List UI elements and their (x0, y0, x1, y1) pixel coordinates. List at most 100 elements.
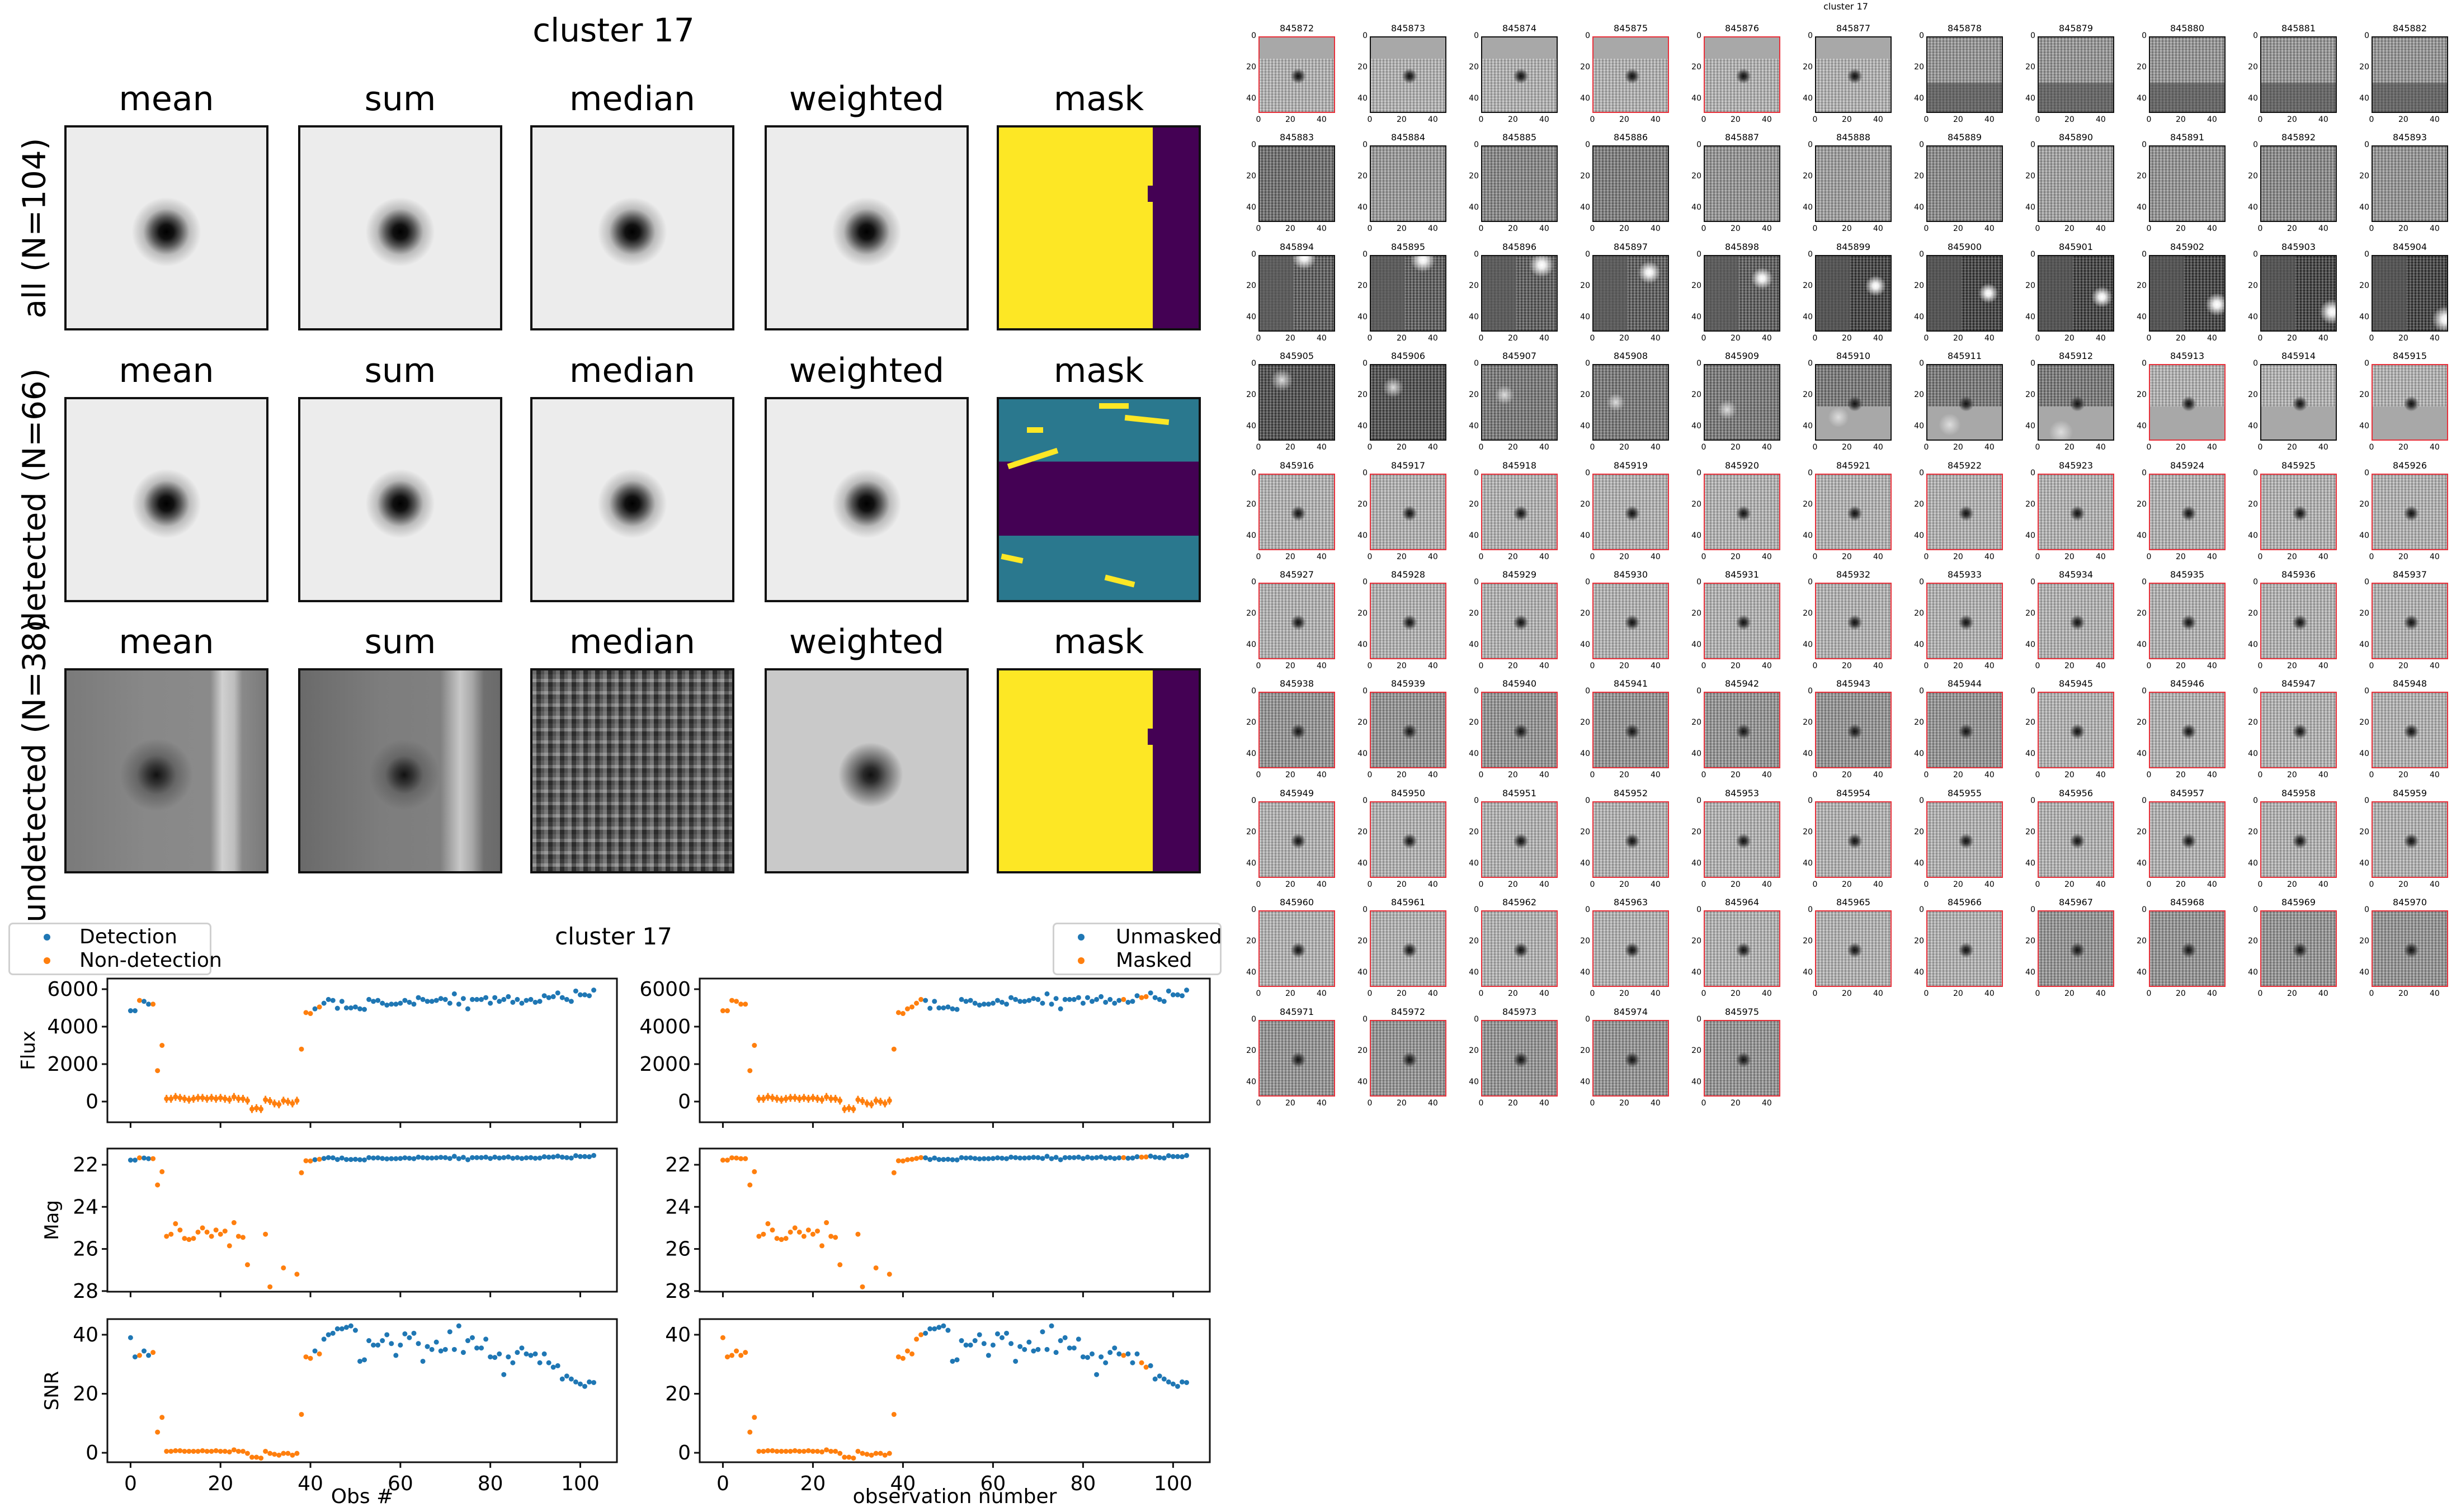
data-point-orange (258, 1106, 264, 1112)
thumbnail-title: 845896 (1502, 241, 1537, 252)
data-point-orange (878, 1099, 883, 1104)
thumbnail-x-tick: 0 (2369, 880, 2374, 889)
thumbnail-y-tick: 0 (1362, 249, 1368, 259)
mask-image (997, 397, 1201, 602)
data-point-blue (577, 992, 583, 998)
x-axis-label: observation number (853, 1485, 1057, 1508)
data-point-blue (389, 1001, 394, 1007)
thumbnail-image (1258, 36, 1335, 113)
y-tick-label: 28 (665, 1280, 691, 1303)
thumbnail-image (2372, 36, 2448, 113)
column-title: median (569, 622, 695, 662)
data-point-blue (941, 1005, 946, 1010)
data-point-orange (164, 1096, 169, 1102)
data-point-orange (765, 1221, 771, 1226)
data-point-blue (142, 1155, 147, 1161)
thumbnail-x-tick: 0 (1367, 989, 1373, 999)
thumbnail-y-tick: 20 (2137, 827, 2147, 837)
data-point-blue (936, 1325, 942, 1330)
data-point-blue (411, 1001, 417, 1007)
data-point-orange (186, 1237, 192, 1242)
thumbnail-y-tick: 40 (1803, 858, 1813, 868)
thumbnail-x-tick: 20 (1397, 552, 1407, 561)
thumbnail-x-tick: 0 (2257, 443, 2263, 452)
data-point-blue (1000, 1155, 1005, 1161)
thumbnail-y-tick: 40 (2025, 312, 2035, 322)
data-point-blue (438, 1155, 444, 1160)
data-point-orange (155, 1182, 161, 1188)
thumbnail-x-tick: 20 (1285, 1098, 1295, 1108)
data-point-blue (941, 1323, 946, 1329)
thumbnail-title: 845897 (1613, 241, 1648, 252)
thumbnail-image (1258, 145, 1335, 223)
thumbnail-image (1481, 1019, 1558, 1097)
y-tick-label: 22 (665, 1154, 691, 1176)
thumbnail-y-tick: 40 (1914, 94, 1924, 103)
thumbnail-y-tick: 20 (2025, 718, 2035, 727)
thumbnail-image (1926, 145, 2003, 223)
data-point-blue (483, 995, 489, 1000)
y-axis-label: Flux (17, 1031, 40, 1070)
thumbnail-y-tick: 40 (1246, 640, 1256, 649)
thumbnail-x-tick: 20 (1842, 989, 1852, 999)
column-title: median (569, 79, 695, 119)
thumbnail-y-tick: 40 (1691, 312, 1701, 322)
thumbnail-image (1815, 801, 1892, 878)
thumbnail-x-tick: 40 (2096, 989, 2106, 999)
data-point-blue (1076, 1336, 1081, 1342)
data-point-blue (510, 1155, 516, 1161)
data-point-blue (1013, 1155, 1019, 1160)
thumbnail-y-tick: 40 (2025, 531, 2035, 540)
thumbnail-y-tick: 20 (1914, 281, 1924, 290)
thumbnail-x-tick: 0 (2369, 333, 2374, 343)
thumbnail-x-tick: 0 (2035, 443, 2040, 452)
data-point-orange (774, 1096, 780, 1102)
data-point-orange (182, 1096, 187, 1102)
data-point-orange (819, 1243, 825, 1249)
data-point-blue (442, 996, 448, 1002)
thumbnail-image (2372, 364, 2448, 441)
thumbnail-title: 845872 (1279, 23, 1314, 34)
thumbnail-y-tick: 0 (2364, 359, 2369, 368)
data-point-orange (860, 1098, 865, 1104)
thumbnail-image (1592, 583, 1669, 659)
y-tick-label: 40 (665, 1324, 691, 1346)
thumbnail-title: 845895 (1390, 241, 1426, 252)
thumbnail-y-tick: 40 (1580, 531, 1590, 540)
thumbnail-y-tick: 40 (1914, 422, 1924, 431)
data-point-blue (981, 1156, 987, 1161)
data-point-blue (132, 1008, 138, 1014)
thumbnail-y-tick: 40 (1580, 749, 1590, 759)
data-point-blue (1044, 1346, 1050, 1352)
data-point-blue (1017, 1155, 1023, 1161)
data-point-orange (909, 1351, 915, 1357)
thumbnail-image (2372, 473, 2448, 550)
stacks-title: cluster 17 (532, 11, 695, 49)
thumbnail-y-tick: 40 (1469, 312, 1479, 322)
blue-dot-icon (1078, 934, 1085, 941)
thumbnail-x-tick: 20 (2287, 880, 2297, 889)
data-point-orange (294, 1098, 300, 1103)
thumbnail-x-tick: 20 (2176, 662, 2186, 670)
data-point-orange (308, 1011, 313, 1017)
thumbnail-y-tick: 20 (2137, 499, 2147, 509)
thumbnail-x-tick: 40 (1651, 333, 1661, 343)
thumbnail-x-tick: 20 (1731, 552, 1741, 561)
data-point-orange (281, 1265, 286, 1270)
thumbnail-x-tick: 0 (1590, 662, 1595, 670)
thumbnail-x-tick: 40 (1762, 662, 1772, 670)
thumbnail-x-tick: 20 (1731, 989, 1741, 999)
thumbnail-y-tick: 40 (2137, 749, 2147, 759)
thumbnail-x-tick: 0 (1590, 989, 1595, 999)
data-point-blue (981, 1001, 987, 1007)
thumbnail-image (1815, 145, 1892, 223)
thumbnail-title: 845937 (2392, 569, 2427, 580)
data-point-blue (963, 1342, 969, 1348)
thumbnail-x-tick: 40 (1428, 771, 1438, 780)
data-point-blue (932, 1326, 937, 1331)
thumbnail-title: 845960 (1279, 897, 1314, 908)
data-point-orange (155, 1068, 161, 1074)
data-point-orange (729, 998, 735, 1003)
data-point-orange (231, 1220, 237, 1226)
thumbnail-y-tick: 0 (1474, 1014, 1479, 1024)
